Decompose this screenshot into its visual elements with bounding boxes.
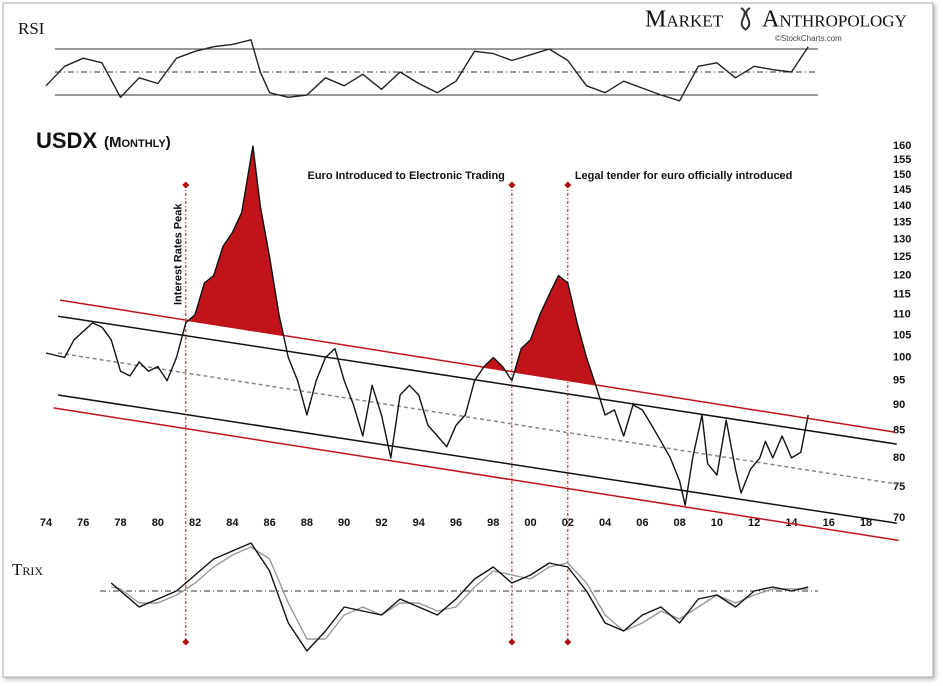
x-tick-label: 10 [711, 517, 723, 529]
y-tick-label: 155 [893, 154, 911, 166]
frame [2, 2, 934, 678]
x-tick-label: 90 [338, 517, 350, 529]
y-tick-label: 90 [893, 399, 905, 411]
y-tick-label: 80 [893, 452, 905, 464]
x-tick-label: 84 [226, 517, 239, 529]
chart-subtitle: (Monthly) [104, 134, 171, 151]
x-tick-label: 04 [599, 517, 612, 529]
marker-diamond [564, 638, 572, 646]
y-tick-label: 125 [893, 251, 911, 263]
y-tick-label: 110 [893, 309, 911, 321]
series-line [111, 546, 809, 640]
x-tick-label: 88 [301, 517, 313, 529]
y-tick-label: 85 [893, 425, 905, 437]
channel-line [57, 315, 897, 445]
marker-diamond [182, 638, 190, 646]
x-tick-label: 18 [860, 517, 872, 529]
x-tick-label: 96 [450, 517, 462, 529]
x-tick-label: 74 [40, 517, 53, 529]
x-tick-label: 14 [785, 517, 798, 529]
annotation: Euro Introduced to Electronic Trading [308, 170, 505, 182]
x-tick-label: 00 [524, 517, 536, 529]
x-tick-label: 12 [748, 517, 760, 529]
x-tick-label: 16 [823, 517, 835, 529]
annotation: Legal tender for euro officially introdu… [575, 170, 793, 182]
y-tick-label: 150 [893, 169, 911, 181]
x-tick-label: 80 [152, 517, 164, 529]
x-tick-label: 94 [413, 517, 426, 529]
y-tick-label: 95 [893, 374, 905, 386]
x-tick-label: 08 [674, 517, 686, 529]
y-tick-label: 75 [893, 481, 905, 493]
logo-left: Market [645, 7, 724, 33]
x-tick-label: 78 [114, 517, 126, 529]
chart-title: USDX [36, 128, 97, 153]
logo-right: Anthropology [762, 7, 907, 33]
y-tick-label: 135 [893, 216, 911, 228]
y-tick-label: 140 [893, 200, 911, 212]
y-tick-label: 145 [893, 184, 911, 196]
y-tick-label: 70 [893, 512, 905, 524]
y-tick-label: 115 [893, 289, 911, 301]
x-tick-label: 76 [77, 517, 89, 529]
channel-line [57, 394, 897, 524]
x-tick-label: 86 [264, 517, 276, 529]
series-line [45, 39, 809, 102]
channel-line [53, 407, 899, 542]
logo: Market Anthropology ©StockCharts.com [645, 7, 907, 44]
y-tick-label: 130 [893, 233, 911, 245]
marker-diamond [182, 181, 190, 189]
series-line [110, 542, 809, 652]
logo-credit: ©StockCharts.com [775, 34, 842, 43]
x-tick-label: 98 [487, 517, 499, 529]
y-tick-label: 105 [893, 329, 911, 341]
x-tick-label: 82 [189, 517, 201, 529]
x-tick-label: 06 [636, 517, 648, 529]
panel-title: RSI [18, 19, 45, 38]
logo-icon [740, 7, 751, 31]
series-line [45, 145, 809, 506]
y-tick-label: 160 [893, 140, 911, 152]
panel-title: Trix [12, 560, 43, 579]
marker-diamond [564, 181, 572, 189]
y-tick-label: 120 [893, 269, 911, 281]
annotation: Interest Rates Peak [173, 203, 185, 305]
y-tick-label: 100 [893, 351, 911, 363]
x-tick-label: 92 [375, 517, 387, 529]
